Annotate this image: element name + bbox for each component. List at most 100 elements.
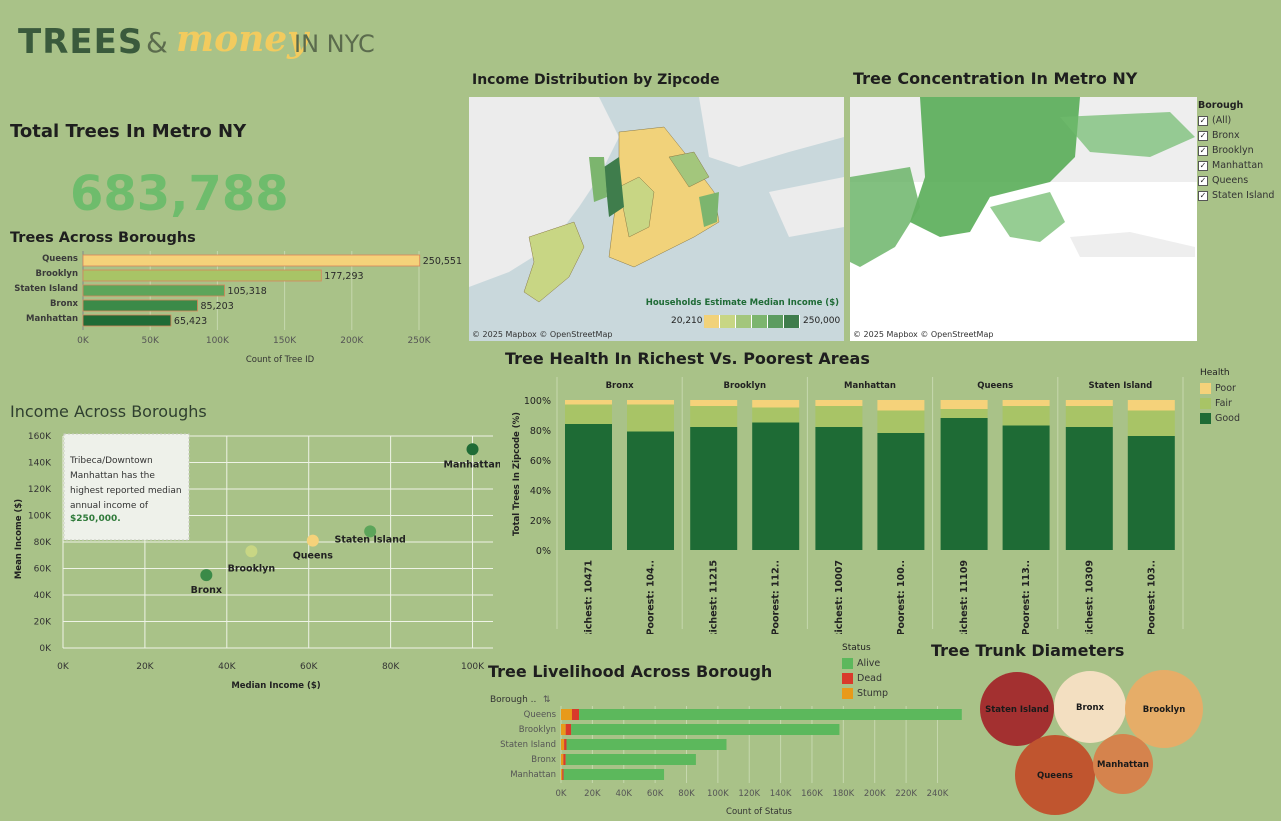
y-axis-title: Mean Income ($) [14, 499, 24, 579]
x-axis-title: Count of Tree ID [246, 355, 315, 365]
checkbox-icon[interactable]: ✓ [1198, 190, 1208, 201]
category-label-bronx: Bronx [50, 299, 79, 309]
borough-filter-item--all[interactable]: ✓ (All) [1198, 113, 1274, 128]
tree-health-chart[interactable]: Tree Health In Richest Vs. Poorest Areas… [500, 344, 1200, 634]
health-legend-fair[interactable]: Fair [1200, 396, 1240, 411]
health-legend-poor[interactable]: Poor [1200, 381, 1240, 396]
x-tick-label: 120K [738, 789, 760, 799]
y-axis-title: Total Trees In Zipcode (%) [512, 412, 522, 536]
tree-concentration-map[interactable]: © 2025 Mapbox © OpenStreetMap [850, 97, 1197, 341]
bar-alive-brooklyn [571, 724, 840, 735]
borough-filter-title: Borough [1198, 100, 1244, 111]
category-label-manhattan: Manhattan [510, 770, 556, 780]
bar-alive-manhattan [563, 769, 665, 780]
borough-filter-label: Manhattan [1212, 160, 1264, 171]
x-tick-label: 50K [142, 336, 160, 346]
borough-filter-item-staten-island[interactable]: ✓ Staten Island [1198, 188, 1274, 203]
bar-brooklyn [82, 269, 322, 282]
health-legend-good[interactable]: Good [1200, 411, 1240, 426]
value-label-manhattan: 65,423 [174, 316, 207, 327]
borough-filter-item-queens[interactable]: ✓ Queens [1198, 173, 1274, 188]
category-label-brooklyn: Brooklyn [35, 269, 78, 279]
borough-filter-item-bronx[interactable]: ✓ Bronx [1198, 128, 1274, 143]
annotation-text-line: Tribeca/Downtown [69, 456, 153, 466]
category-label-staten-island: Staten Island [14, 284, 78, 294]
bar-alive-bronx [565, 754, 696, 765]
fair-swatch [1200, 398, 1211, 409]
bar-fair-staten-island-0 [1065, 406, 1113, 427]
bar-label-poorest-113: Poorest: 113.. [1021, 560, 1032, 634]
x-tick-label: 180K [832, 789, 854, 799]
income-across-boroughs-chart[interactable]: Income Across Boroughs 0K 20K 40K 60K 80K 100K… [0, 398, 500, 698]
value-label-queens: 250,551 [423, 256, 462, 267]
bar-label-poorest-104: Poorest: 104.. [646, 560, 657, 634]
status-legend-alive[interactable]: Alive [842, 656, 888, 671]
checkbox-icon[interactable]: ✓ [1198, 145, 1208, 156]
x-tick-label: 160K [801, 789, 823, 799]
bubble-manhattan [1093, 734, 1153, 794]
bubble-label-queens: Queens [1037, 771, 1073, 781]
status-legend-stump[interactable]: Stump [842, 686, 888, 701]
health-legend: Health Poor Fair Good [1200, 368, 1240, 426]
bar-fair-manhattan-0 [815, 406, 863, 427]
income-map-legend-max: 250,000 [803, 316, 841, 326]
point-bronx [200, 569, 213, 582]
income-map-color-scale [704, 315, 800, 328]
income-scale-step-4 [768, 315, 784, 328]
bar-poor-staten-island-1 [1127, 400, 1175, 411]
bar-poor-queens-0 [940, 400, 988, 409]
income-map[interactable]: Households Estimate Median Income ($) 20… [469, 97, 844, 341]
bar-stump-queens [561, 709, 572, 720]
x-tick-label: 150K [273, 336, 297, 346]
borough-filter-item-manhattan[interactable]: ✓ Manhattan [1198, 158, 1274, 173]
chart-title: Tree Health In Richest Vs. Poorest Areas [505, 349, 870, 368]
sort-icon: ⇅ [543, 695, 551, 705]
bar-label-richest-10471: Richest: 10471 [584, 560, 595, 634]
chart-title: Income Across Boroughs [10, 402, 207, 421]
annotation-box [63, 433, 190, 541]
income-map-title: Income Distribution by Zipcode [472, 72, 720, 88]
chart-title: Tree Livelihood Across Borough [488, 662, 772, 681]
borough-filter-label: (All) [1212, 115, 1232, 126]
health-legend-title: Health [1200, 368, 1230, 378]
bar-good-staten-island-0 [1065, 427, 1113, 550]
bar-stump-staten-island [561, 739, 565, 750]
x-tick-label: 100K [461, 662, 485, 672]
group-header-queens: Queens [977, 381, 1013, 391]
checkbox-icon[interactable]: ✓ [1198, 175, 1208, 186]
bubble-queens [1015, 735, 1095, 815]
axis-header: Borough .. [490, 695, 536, 705]
point-staten-island [364, 525, 377, 538]
tree-livelihood-chart[interactable]: Tree Livelihood Across Borough Borough ..… [486, 656, 966, 821]
x-tick-label: 100K [206, 336, 230, 346]
y-tick-label: 0K [39, 644, 52, 654]
x-tick-label: 0K [556, 789, 567, 799]
income-map-credit[interactable]: © 2025 Mapbox © OpenStreetMap [472, 330, 613, 339]
bar-fair-brooklyn-0 [690, 406, 738, 427]
point-label-manhattan: Manhattan [443, 459, 500, 470]
bar-manhattan [82, 314, 172, 327]
bar-fair-brooklyn-1 [752, 407, 800, 423]
borough-filter-item-brooklyn[interactable]: ✓ Brooklyn [1198, 143, 1274, 158]
checkbox-icon[interactable]: ✓ [1198, 130, 1208, 141]
trees-across-boroughs-chart[interactable]: Trees Across Boroughs 0K 50K 100K 150K 200K 25… [0, 222, 470, 372]
status-legend-dead[interactable]: Dead [842, 671, 888, 686]
bar-good-brooklyn-1 [752, 422, 800, 550]
checkbox-icon[interactable]: ✓ [1198, 115, 1208, 126]
stump-swatch [842, 688, 853, 699]
tree-map-svg [850, 97, 1197, 341]
category-label-brooklyn: Brooklyn [519, 725, 556, 735]
tree-trunk-diameters-chart[interactable]: Staten Island Bronx Brooklyn Queens Manhatta… [970, 664, 1210, 821]
point-brooklyn [245, 545, 258, 558]
y-tick-label: 60% [530, 456, 551, 467]
checkbox-icon[interactable]: ✓ [1198, 160, 1208, 171]
tree-map-credit[interactable]: © 2025 Mapbox © OpenStreetMap [853, 330, 994, 339]
borough-filter-label: Brooklyn [1212, 145, 1254, 156]
bar-fair-queens-1 [1002, 406, 1050, 426]
y-tick-label: 20K [34, 618, 52, 628]
bar-label-poorest-112: Poorest: 112.. [771, 560, 782, 634]
bubble-label-bronx: Bronx [1076, 703, 1105, 713]
y-tick-label: 60K [34, 565, 52, 575]
dead-swatch [842, 673, 853, 684]
bar-dead-queens [571, 709, 580, 720]
